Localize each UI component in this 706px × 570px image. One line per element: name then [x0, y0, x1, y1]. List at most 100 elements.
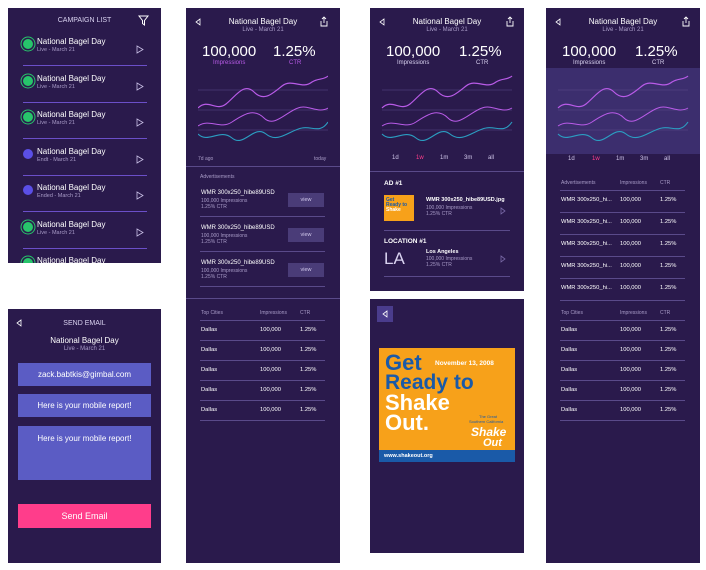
table-row[interactable]: Dallas 100,000 1.25%: [546, 364, 700, 384]
range-tab-1m[interactable]: 1m: [616, 156, 625, 162]
table-cell: 100,000: [620, 197, 641, 203]
poster-url: www.shakeout.org: [384, 453, 433, 459]
campaign-title: National Bagel Day: [588, 17, 658, 26]
table-row[interactable]: Dallas 100,000 1.25%: [186, 324, 340, 344]
play-icon[interactable]: [136, 41, 144, 54]
table-row[interactable]: WMR 300x250_hi... 100,000 1.25%: [546, 194, 700, 216]
campaign-list-item[interactable]: National Bagel Day Live - March 21: [8, 72, 161, 108]
back-icon[interactable]: [554, 18, 562, 26]
table-cell: 100,000: [620, 407, 641, 413]
chevron-right-icon[interactable]: [500, 255, 506, 263]
table-row[interactable]: Dallas 100,000 1.25%: [186, 364, 340, 384]
subject-field[interactable]: Here is your mobile report!: [18, 394, 151, 417]
row-divider: [200, 320, 325, 321]
ad-list-item: WMR 300x250_hibe89USD 100,000 Impressions…: [186, 256, 340, 290]
range-tab-all[interactable]: all: [664, 156, 671, 162]
poster-small2: Southern California: [469, 419, 504, 424]
range-tab-1w[interactable]: 1w: [416, 155, 424, 161]
campaign-list-item[interactable]: National Bagel Day Endt - March 21: [8, 145, 161, 181]
table-header: Advertisements Impressions CTR: [546, 178, 700, 192]
ad-file-name: WMR 300x250_hibe89USD.jpg: [426, 197, 505, 203]
status-dot: [23, 258, 33, 263]
chevron-right-icon[interactable]: [500, 207, 506, 215]
divider: [384, 230, 510, 231]
range-tab-all[interactable]: all: [488, 155, 495, 161]
table-row[interactable]: Dallas 100,000 1.25%: [546, 384, 700, 404]
ad-preview-panel: Get November 13, 2008 Ready to Shake Out…: [370, 299, 524, 553]
play-icon[interactable]: [136, 151, 144, 164]
campaign-name: National Bagel Day: [37, 110, 106, 119]
row-divider: [560, 234, 685, 235]
play-icon[interactable]: [136, 78, 144, 91]
view-button[interactable]: view: [288, 263, 324, 277]
range-tab-1m[interactable]: 1m: [440, 155, 449, 161]
table-row[interactable]: Dallas 100,000 1.25%: [186, 344, 340, 364]
table-cell: 100,000: [620, 285, 641, 291]
campaign-status: Ended - March 21: [37, 193, 81, 199]
status-dot: [23, 39, 33, 49]
share-icon[interactable]: [505, 16, 515, 27]
send-email-button[interactable]: Send Email: [18, 504, 151, 528]
table-row[interactable]: WMR 300x250_hi... 100,000 1.25%: [546, 238, 700, 260]
view-button[interactable]: view: [288, 228, 324, 242]
range-tab-3m[interactable]: 3m: [464, 155, 473, 161]
view-button[interactable]: view: [288, 193, 324, 207]
row-divider: [560, 340, 685, 341]
impressions-value: 100,000: [562, 43, 617, 60]
filter-icon[interactable]: [138, 15, 149, 26]
table-header: Top Cities Impressions CTR: [186, 308, 340, 322]
table-row[interactable]: WMR 300x250_hi... 100,000 1.25%: [546, 260, 700, 282]
poster-line1: Get: [385, 350, 422, 375]
campaign-status: Live - March 21: [37, 229, 75, 236]
table-cell: 100,000: [620, 219, 641, 225]
message-field[interactable]: Here is your mobile report!: [18, 426, 151, 480]
share-icon[interactable]: [681, 16, 691, 27]
table-row[interactable]: WMR 300x250_hi... 100,000 1.25%: [546, 282, 700, 304]
email-field[interactable]: zack.babtkis@gimbal.com: [18, 363, 151, 386]
table-cell: 100,000: [260, 327, 281, 333]
poster-logo2: Out: [483, 437, 502, 449]
table-row[interactable]: Dallas 100,000 1.25%: [186, 404, 340, 424]
table-cell: 100,000: [260, 347, 281, 353]
row-divider: [200, 340, 325, 341]
table-cell: Dallas: [561, 347, 578, 353]
ad-thumbnail[interactable]: Get Ready to Shake: [384, 195, 414, 221]
table-row[interactable]: Dallas 100,000 1.25%: [186, 384, 340, 404]
table-row[interactable]: Dallas 100,000 1.25%: [546, 344, 700, 364]
back-icon[interactable]: [15, 319, 23, 327]
ad-ctr: 1.25% CTR: [201, 239, 227, 245]
ctr-value: 1.25%: [273, 43, 316, 60]
back-button[interactable]: [377, 306, 393, 322]
range-tab-1d[interactable]: 1d: [392, 155, 399, 161]
campaign-list-item[interactable]: National Bagel Day Live - March 21: [8, 35, 161, 71]
divider: [186, 166, 340, 167]
play-icon[interactable]: [136, 187, 144, 200]
table-cell: 1.25%: [660, 285, 677, 291]
table-row[interactable]: WMR 300x250_hi... 100,000 1.25%: [546, 216, 700, 238]
campaign-list-item[interactable]: National Bagel Day: [8, 254, 161, 263]
row-divider: [200, 216, 325, 217]
ad-ctr: 1.25% CTR: [201, 204, 227, 210]
campaign-list-item[interactable]: National Bagel Day Ended - March 21: [8, 181, 161, 217]
table-row[interactable]: Dallas 100,000 1.25%: [546, 404, 700, 424]
campaign-list-item[interactable]: National Bagel Day Live - March 21: [8, 108, 161, 144]
play-icon[interactable]: [136, 114, 144, 127]
row-divider: [200, 286, 325, 287]
share-icon[interactable]: [319, 16, 329, 27]
table-cell: WMR 300x250_hi...: [561, 219, 612, 225]
play-icon[interactable]: [136, 224, 144, 237]
list-divider: [23, 101, 147, 103]
impressions-label: Impressions: [213, 60, 246, 66]
table-cell: 100,000: [620, 263, 641, 269]
back-icon[interactable]: [378, 18, 386, 26]
row-divider: [560, 320, 685, 321]
campaign-list-item[interactable]: National Bagel Day Live - March 21: [8, 218, 161, 254]
range-tab-1w[interactable]: 1w: [592, 156, 600, 162]
table-cell: WMR 300x250_hi...: [561, 241, 612, 247]
back-icon[interactable]: [194, 18, 202, 26]
table-row[interactable]: Dallas 100,000 1.25%: [546, 324, 700, 344]
range-tab-3m[interactable]: 3m: [640, 156, 649, 162]
range-tab-1d[interactable]: 1d: [568, 156, 575, 162]
ctr-label: CTR: [289, 60, 302, 66]
campaign-title: National Bagel Day: [412, 17, 482, 26]
